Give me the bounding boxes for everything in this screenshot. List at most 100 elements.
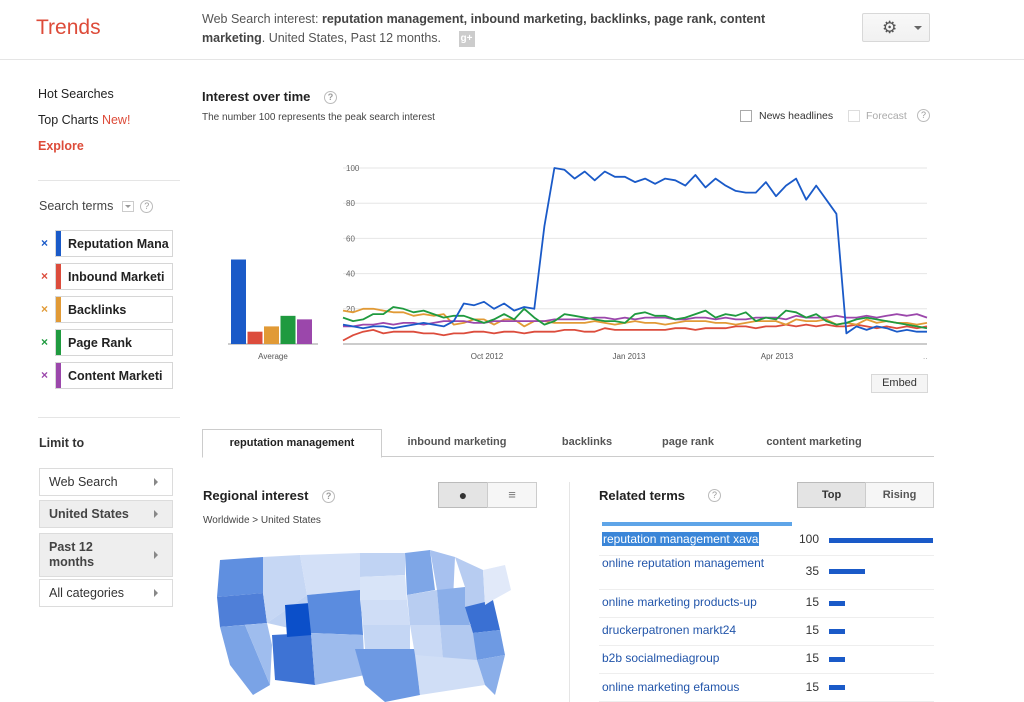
remove-term-icon[interactable]: ×: [41, 368, 49, 382]
nav-top-charts[interactable]: Top Charts New!: [38, 113, 130, 127]
tab-content-marketing[interactable]: content marketing: [766, 436, 862, 448]
embed-button[interactable]: Embed: [871, 374, 928, 393]
limit-to-heading: Limit to: [39, 436, 85, 450]
y-tick-label: 100: [346, 164, 360, 173]
tab-backlinks[interactable]: backlinks: [561, 436, 613, 448]
related-term-bar: [829, 601, 845, 606]
related-term-bar: [829, 569, 865, 574]
us-map[interactable]: [215, 545, 515, 702]
related-rising-button[interactable]: Rising: [865, 482, 934, 508]
related-term-bar: [829, 538, 933, 543]
map-view-button[interactable]: ●: [438, 482, 488, 508]
map-region: [407, 590, 440, 625]
breadcrumb[interactable]: Worldwide > United States: [203, 515, 321, 526]
x-tick-label: Oct 2012: [471, 352, 504, 361]
tab-reputation-management[interactable]: reputation management: [202, 429, 382, 458]
map-region: [415, 655, 485, 695]
limit-country[interactable]: United States: [39, 500, 173, 528]
help-icon[interactable]: ?: [324, 91, 337, 105]
nav-explore[interactable]: Explore: [38, 139, 84, 153]
remove-term-icon[interactable]: ×: [41, 236, 49, 250]
average-bar: [231, 259, 246, 344]
related-term-row[interactable]: druckerpatronen markt24 15: [599, 618, 934, 646]
news-headlines-checkbox[interactable]: [740, 110, 752, 122]
chevron-right-icon: [154, 478, 158, 486]
map-region: [311, 633, 365, 685]
header: Trends Web Search interest: reputation m…: [0, 0, 1024, 60]
limit-web-search[interactable]: Web Search: [39, 468, 173, 496]
interest-chart[interactable]: 20 40 60 80 100 Average Oct 2012 Jan 2013 Apr 20…: [200, 150, 940, 365]
help-icon[interactable]: ?: [708, 489, 721, 502]
map-region: [307, 590, 363, 635]
related-term-row[interactable]: online marketing efamous 15: [599, 674, 934, 702]
average-bar: [280, 315, 296, 344]
settings-button[interactable]: ⚙: [862, 13, 930, 42]
search-term-input[interactable]: Backlinks: [55, 296, 173, 323]
related-term-link[interactable]: online reputation management: [602, 556, 765, 570]
remove-term-icon[interactable]: ×: [41, 335, 49, 349]
list-view-button[interactable]: ≡: [487, 482, 537, 508]
search-term-row[interactable]: × Reputation Mana: [38, 230, 173, 257]
nav-hot-searches[interactable]: Hot Searches: [38, 87, 114, 101]
y-tick-label: 80: [346, 199, 355, 208]
search-term-label: Backlinks: [68, 303, 127, 317]
search-terms-heading: Search terms ?: [39, 199, 154, 214]
map-region: [477, 655, 505, 695]
tab-inbound-marketing[interactable]: inbound marketing: [407, 436, 507, 448]
nav-top-charts-label: Top Charts: [38, 113, 99, 127]
query-terms: reputation management, inbound marketing…: [202, 12, 766, 45]
x-tick-label: Jan 2013: [613, 352, 646, 361]
map-region: [440, 625, 477, 660]
map-region: [410, 625, 443, 660]
related-top-button[interactable]: Top: [797, 482, 866, 508]
remove-term-icon[interactable]: ×: [41, 302, 49, 316]
map-region: [285, 603, 312, 637]
related-term-link[interactable]: reputation management xava: [602, 532, 760, 546]
search-term-row[interactable]: × Inbound Marketi: [38, 263, 173, 290]
related-term-row[interactable]: reputation management xava 100: [599, 522, 934, 556]
series-line: [342, 323, 928, 342]
limit-categories[interactable]: All categories: [39, 579, 173, 607]
map-region: [363, 625, 410, 650]
series-color-swatch: [56, 363, 61, 388]
search-term-input[interactable]: Reputation Mana: [55, 230, 173, 257]
search-term-input[interactable]: Page Rank: [55, 329, 173, 356]
terms-dropdown-icon[interactable]: [121, 201, 134, 213]
search-term-row[interactable]: × Content Marketi: [38, 362, 173, 389]
map-region: [405, 550, 435, 595]
search-term-row[interactable]: × Page Rank: [38, 329, 173, 356]
trends-logo[interactable]: Trends: [36, 16, 101, 39]
news-headlines-label: News headlines: [759, 110, 834, 122]
google-plus-icon[interactable]: g+: [458, 30, 475, 47]
chevron-right-icon: [154, 510, 158, 518]
related-term-link[interactable]: online marketing efamous: [602, 680, 740, 694]
section-title: Interest over time: [202, 89, 311, 104]
related-term-bar: [829, 629, 845, 634]
search-term-input[interactable]: Content Marketi: [55, 362, 173, 389]
related-term-row[interactable]: online marketing products-up 15: [599, 590, 934, 618]
related-term-row[interactable]: b2b socialmediagroup 15: [599, 646, 934, 674]
related-term-value: 100: [798, 532, 819, 546]
related-term-link[interactable]: druckerpatronen markt24: [602, 623, 737, 637]
query-prefix: Web Search interest:: [202, 12, 319, 26]
remove-term-icon[interactable]: ×: [41, 269, 49, 283]
map-region: [437, 587, 470, 625]
related-term-link[interactable]: b2b socialmediagroup: [602, 651, 720, 665]
query-summary: Web Search interest: reputation manageme…: [202, 10, 802, 48]
related-term-row[interactable]: online reputation management 35: [599, 556, 934, 590]
map-region: [355, 649, 420, 702]
chevron-right-icon: [154, 589, 158, 597]
forecast-checkbox[interactable]: [848, 110, 860, 122]
related-term-link[interactable]: online marketing products-up: [602, 595, 757, 609]
limit-time-range[interactable]: Past 12 months: [39, 533, 173, 577]
search-term-row[interactable]: × Backlinks: [38, 296, 173, 323]
search-term-input[interactable]: Inbound Marketi: [55, 263, 173, 290]
series-color-swatch: [56, 264, 61, 289]
tab-page-rank[interactable]: page rank: [662, 436, 714, 448]
selection-highlight: [602, 522, 792, 526]
help-icon[interactable]: ?: [140, 200, 154, 214]
map-region: [360, 600, 410, 625]
help-icon[interactable]: ?: [917, 109, 930, 122]
help-icon[interactable]: ?: [322, 490, 336, 504]
section-title: Regional interest: [203, 488, 309, 503]
